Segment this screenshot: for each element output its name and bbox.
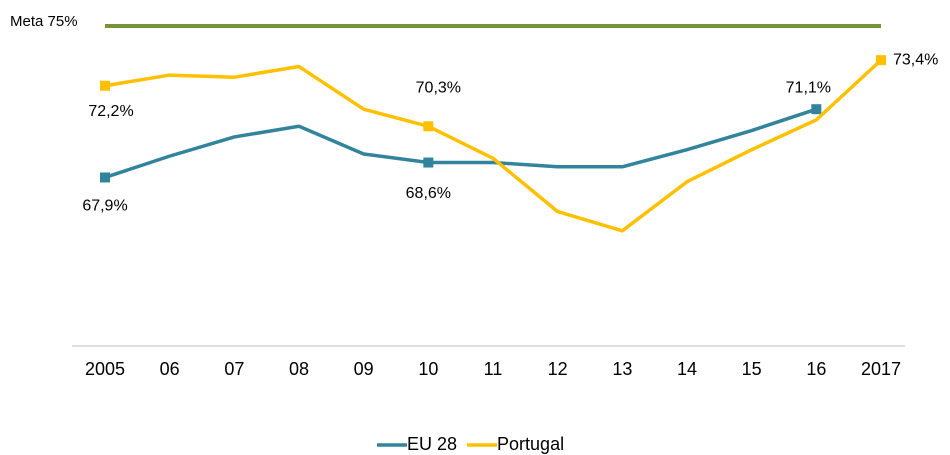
point-marker [811, 104, 822, 115]
x-tick-label: 14 [677, 359, 697, 379]
data-label: 68,6% [406, 185, 451, 202]
x-tick-label: 08 [289, 359, 309, 379]
data-label: 67,9% [82, 198, 127, 215]
data-label: 72,2% [88, 103, 133, 120]
data-label: 70,3% [416, 79, 461, 96]
point-marker [100, 80, 110, 91]
x-tick-label: 2005 [85, 359, 125, 379]
point-marker [100, 172, 110, 183]
x-tick-label: 13 [612, 359, 632, 379]
x-tick-label: 2017 [861, 359, 901, 379]
point-marker [876, 55, 886, 66]
series-line [104, 58, 883, 233]
x-tick-label: 12 [548, 359, 568, 379]
data-label: 73,4% [893, 51, 938, 68]
x-tick-label: 06 [160, 359, 180, 379]
legend-label: Portugal [497, 434, 564, 454]
point-marker [423, 121, 434, 132]
x-tick-label: 07 [224, 359, 244, 379]
x-tick-label: 11 [484, 359, 503, 379]
target-label: Meta 75% [10, 13, 78, 30]
point-marker [423, 157, 434, 168]
x-tick-label: 15 [742, 359, 762, 379]
x-tick-label: 09 [354, 359, 374, 379]
legend-label: EU 28 [407, 434, 457, 454]
x-tick-label: 16 [806, 359, 826, 379]
series-line [104, 107, 817, 180]
x-tick-label: 10 [418, 359, 438, 379]
data-label: 71,1% [786, 79, 831, 96]
